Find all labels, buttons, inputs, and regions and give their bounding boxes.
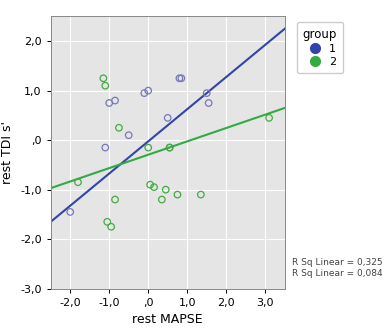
Point	[102, 145, 108, 150]
Point	[174, 192, 181, 197]
Y-axis label: rest TDI s': rest TDI s'	[2, 121, 14, 184]
Text: R Sq Linear = 0,325
R Sq Linear = 0,084: R Sq Linear = 0,325 R Sq Linear = 0,084	[292, 258, 382, 278]
Point	[108, 224, 114, 229]
Point	[100, 76, 106, 81]
Point	[159, 197, 165, 202]
Point	[112, 98, 118, 103]
Point	[176, 76, 183, 81]
Point	[75, 180, 81, 185]
Legend: 1, 2: 1, 2	[297, 22, 343, 73]
Point	[151, 185, 157, 190]
Point	[266, 115, 272, 120]
Point	[145, 88, 151, 93]
Point	[178, 76, 184, 81]
Point	[67, 209, 73, 215]
Point	[116, 125, 122, 131]
Point	[204, 91, 210, 96]
X-axis label: rest MAPSE: rest MAPSE	[132, 313, 203, 326]
Point	[106, 100, 112, 106]
Point	[165, 115, 171, 120]
Point	[102, 83, 108, 88]
Point	[126, 133, 132, 138]
Point	[112, 197, 118, 202]
Point	[206, 100, 212, 106]
Point	[141, 91, 147, 96]
Point	[147, 182, 153, 187]
Point	[145, 145, 151, 150]
Point	[163, 187, 169, 192]
Point	[198, 192, 204, 197]
Point	[167, 145, 173, 150]
Point	[104, 219, 110, 224]
Point	[167, 145, 173, 150]
